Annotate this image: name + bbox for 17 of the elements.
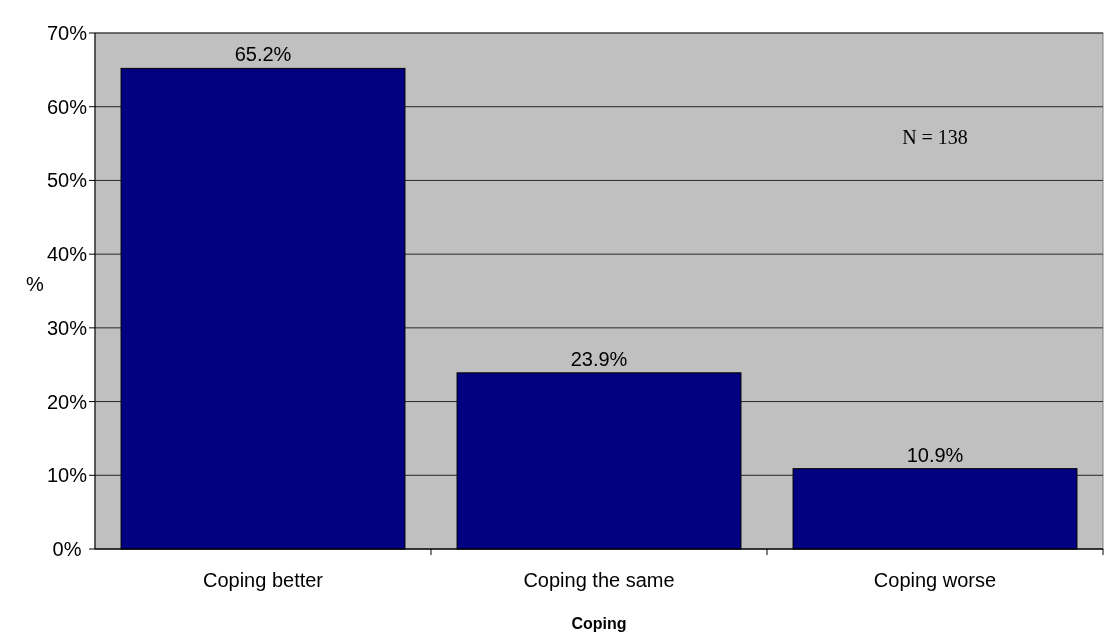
x-tick-label: Coping better [202,569,324,591]
y-tick-label: 40% [46,243,88,266]
y-tick-label: 10% [46,464,88,487]
y-tick-label: 60% [46,95,88,118]
y-tick-label: 70% [46,22,88,44]
data-label: 10.9% [906,443,964,466]
y-axis-title: % [26,272,45,295]
data-label: 23.9% [570,347,628,370]
y-tick-label: 20% [46,390,88,413]
x-axis-title: Coping [571,615,627,632]
annotation: N = 138 [902,125,968,148]
y-tick-label: 0% [52,538,82,560]
y-tick-label: 50% [46,169,88,192]
x-tick-label: Coping the same [523,569,675,591]
x-tick-label: Coping worse [873,569,997,591]
data-label: 65.2% [234,43,292,66]
y-tick-label: 30% [46,316,88,339]
